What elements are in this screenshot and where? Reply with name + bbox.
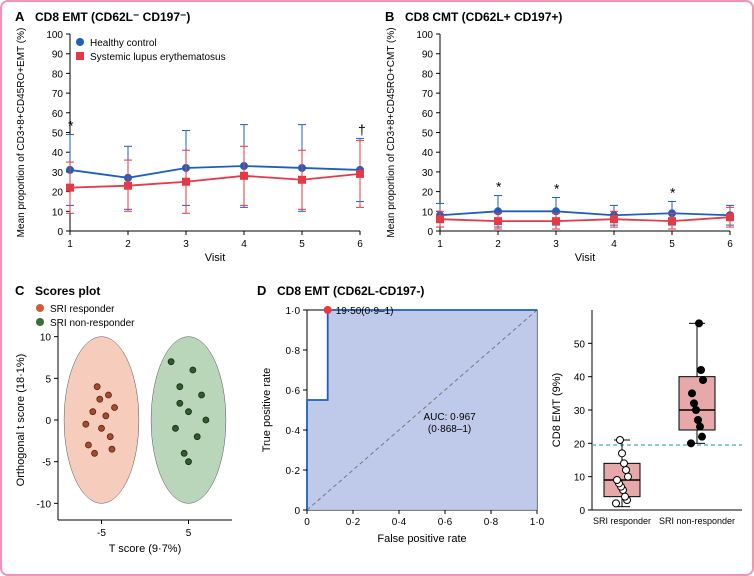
svg-text:†: †: [358, 121, 366, 137]
svg-text:B: B: [385, 9, 394, 24]
svg-text:6: 6: [727, 239, 733, 250]
svg-text:0·8: 0·8: [286, 346, 301, 357]
svg-text:Visit: Visit: [575, 252, 596, 264]
svg-text:0: 0: [579, 506, 585, 517]
svg-text:0·4: 0·4: [392, 517, 407, 528]
svg-text:-10: -10: [37, 499, 52, 510]
svg-text:SRI non-responder: SRI non-responder: [659, 516, 735, 526]
svg-text:40: 40: [422, 148, 434, 159]
svg-text:CD8 CMT (CD62L+ CD197+): CD8 CMT (CD62L+ CD197+): [405, 10, 562, 24]
svg-text:1·0: 1·0: [286, 306, 301, 317]
svg-text:4: 4: [241, 239, 247, 250]
svg-text:20: 20: [52, 188, 64, 199]
svg-text:2: 2: [495, 239, 501, 250]
svg-text:1·0: 1·0: [530, 517, 545, 528]
svg-text:70: 70: [52, 89, 64, 100]
svg-text:Visit: Visit: [205, 252, 226, 264]
svg-text:10: 10: [40, 333, 52, 344]
svg-text:6: 6: [357, 239, 363, 250]
svg-text:Healthy control: Healthy control: [90, 38, 157, 49]
svg-text:*: *: [554, 181, 560, 197]
svg-text:20: 20: [422, 188, 434, 199]
svg-text:*: *: [496, 179, 502, 195]
svg-text:2: 2: [125, 239, 131, 250]
svg-text:0·4: 0·4: [286, 426, 301, 437]
svg-text:4: 4: [611, 239, 617, 250]
svg-text:SRI responder: SRI responder: [593, 516, 651, 526]
svg-text:90: 90: [52, 50, 64, 61]
svg-text:0: 0: [57, 227, 63, 238]
svg-text:Orthogonal t score (18·1%): Orthogonal t score (18·1%): [15, 354, 27, 487]
svg-text:Mean proportion of CD3+8+CD45R: Mean proportion of CD3+8+CD45RO+EMT (%): [16, 28, 27, 238]
svg-text:T score (9·7%): T score (9·7%): [109, 543, 182, 555]
svg-text:CD8 EMT (9%): CD8 EMT (9%): [551, 373, 563, 447]
svg-text:5: 5: [186, 528, 192, 539]
svg-text:-5: -5: [42, 458, 51, 469]
svg-text:60: 60: [422, 109, 434, 120]
svg-text:5: 5: [669, 239, 675, 250]
svg-text:3: 3: [553, 239, 559, 250]
svg-text:1: 1: [437, 239, 443, 250]
svg-text:0·6: 0·6: [286, 386, 301, 397]
svg-text:CD8 EMT (CD62L-CD197-): CD8 EMT (CD62L-CD197-): [277, 284, 424, 298]
svg-text:0·2: 0·2: [286, 466, 301, 477]
svg-text:100: 100: [46, 30, 63, 41]
svg-text:Scores plot: Scores plot: [35, 284, 100, 298]
svg-text:30: 30: [574, 406, 586, 417]
svg-text:10: 10: [574, 473, 586, 484]
svg-text:50: 50: [52, 129, 64, 140]
svg-text:AUC: 0·967: AUC: 0·967: [423, 412, 476, 423]
svg-text:False positive rate: False positive rate: [377, 533, 466, 545]
svg-text:Mean proportion of CD3+8+CD45R: Mean proportion of CD3+8+CD45RO+CMT (%): [386, 27, 397, 237]
svg-text:A: A: [15, 9, 25, 24]
svg-text:0·2: 0·2: [346, 517, 361, 528]
svg-text:-5: -5: [97, 528, 106, 539]
svg-text:3: 3: [183, 239, 189, 250]
svg-text:*: *: [670, 184, 676, 200]
svg-text:90: 90: [422, 50, 434, 61]
svg-text:0: 0: [304, 517, 310, 528]
svg-text:0·6: 0·6: [438, 517, 453, 528]
svg-text:60: 60: [52, 109, 64, 120]
svg-text:D: D: [257, 283, 266, 298]
svg-text:40: 40: [574, 373, 586, 384]
svg-text:30: 30: [52, 168, 64, 179]
svg-text:5: 5: [45, 374, 51, 385]
figure-container: ACD8 EMT (CD62L⁻ CD197⁻)0102030405060708…: [0, 0, 754, 576]
svg-text:70: 70: [422, 89, 434, 100]
svg-text:(0·868–1): (0·868–1): [428, 424, 471, 435]
svg-text:80: 80: [422, 69, 434, 80]
svg-text:19·50(0·9–1): 19·50(0·9–1): [336, 306, 394, 317]
svg-text:40: 40: [52, 148, 64, 159]
svg-text:*: *: [68, 117, 74, 133]
svg-text:0: 0: [294, 506, 300, 517]
figure-svg: ACD8 EMT (CD62L⁻ CD197⁻)0102030405060708…: [2, 2, 752, 574]
svg-text:SRI responder: SRI responder: [50, 304, 115, 315]
svg-text:0: 0: [45, 416, 51, 427]
svg-text:5: 5: [299, 239, 305, 250]
svg-text:0·8: 0·8: [484, 517, 499, 528]
svg-text:80: 80: [52, 69, 64, 80]
svg-text:100: 100: [416, 30, 433, 41]
svg-text:SRI non-responder: SRI non-responder: [50, 318, 135, 329]
svg-text:1: 1: [67, 239, 73, 250]
svg-text:30: 30: [422, 168, 434, 179]
svg-text:50: 50: [422, 129, 434, 140]
svg-text:0: 0: [427, 227, 433, 238]
svg-text:10: 10: [52, 207, 64, 218]
svg-text:C: C: [15, 283, 25, 298]
svg-text:True positive rate: True positive rate: [261, 368, 273, 453]
svg-text:Systemic lupus erythematosus: Systemic lupus erythematosus: [90, 52, 226, 63]
svg-text:50: 50: [574, 339, 586, 350]
svg-text:CD8 EMT (CD62L⁻ CD197⁻): CD8 EMT (CD62L⁻ CD197⁻): [35, 10, 190, 24]
svg-text:20: 20: [574, 439, 586, 450]
svg-text:10: 10: [422, 207, 434, 218]
